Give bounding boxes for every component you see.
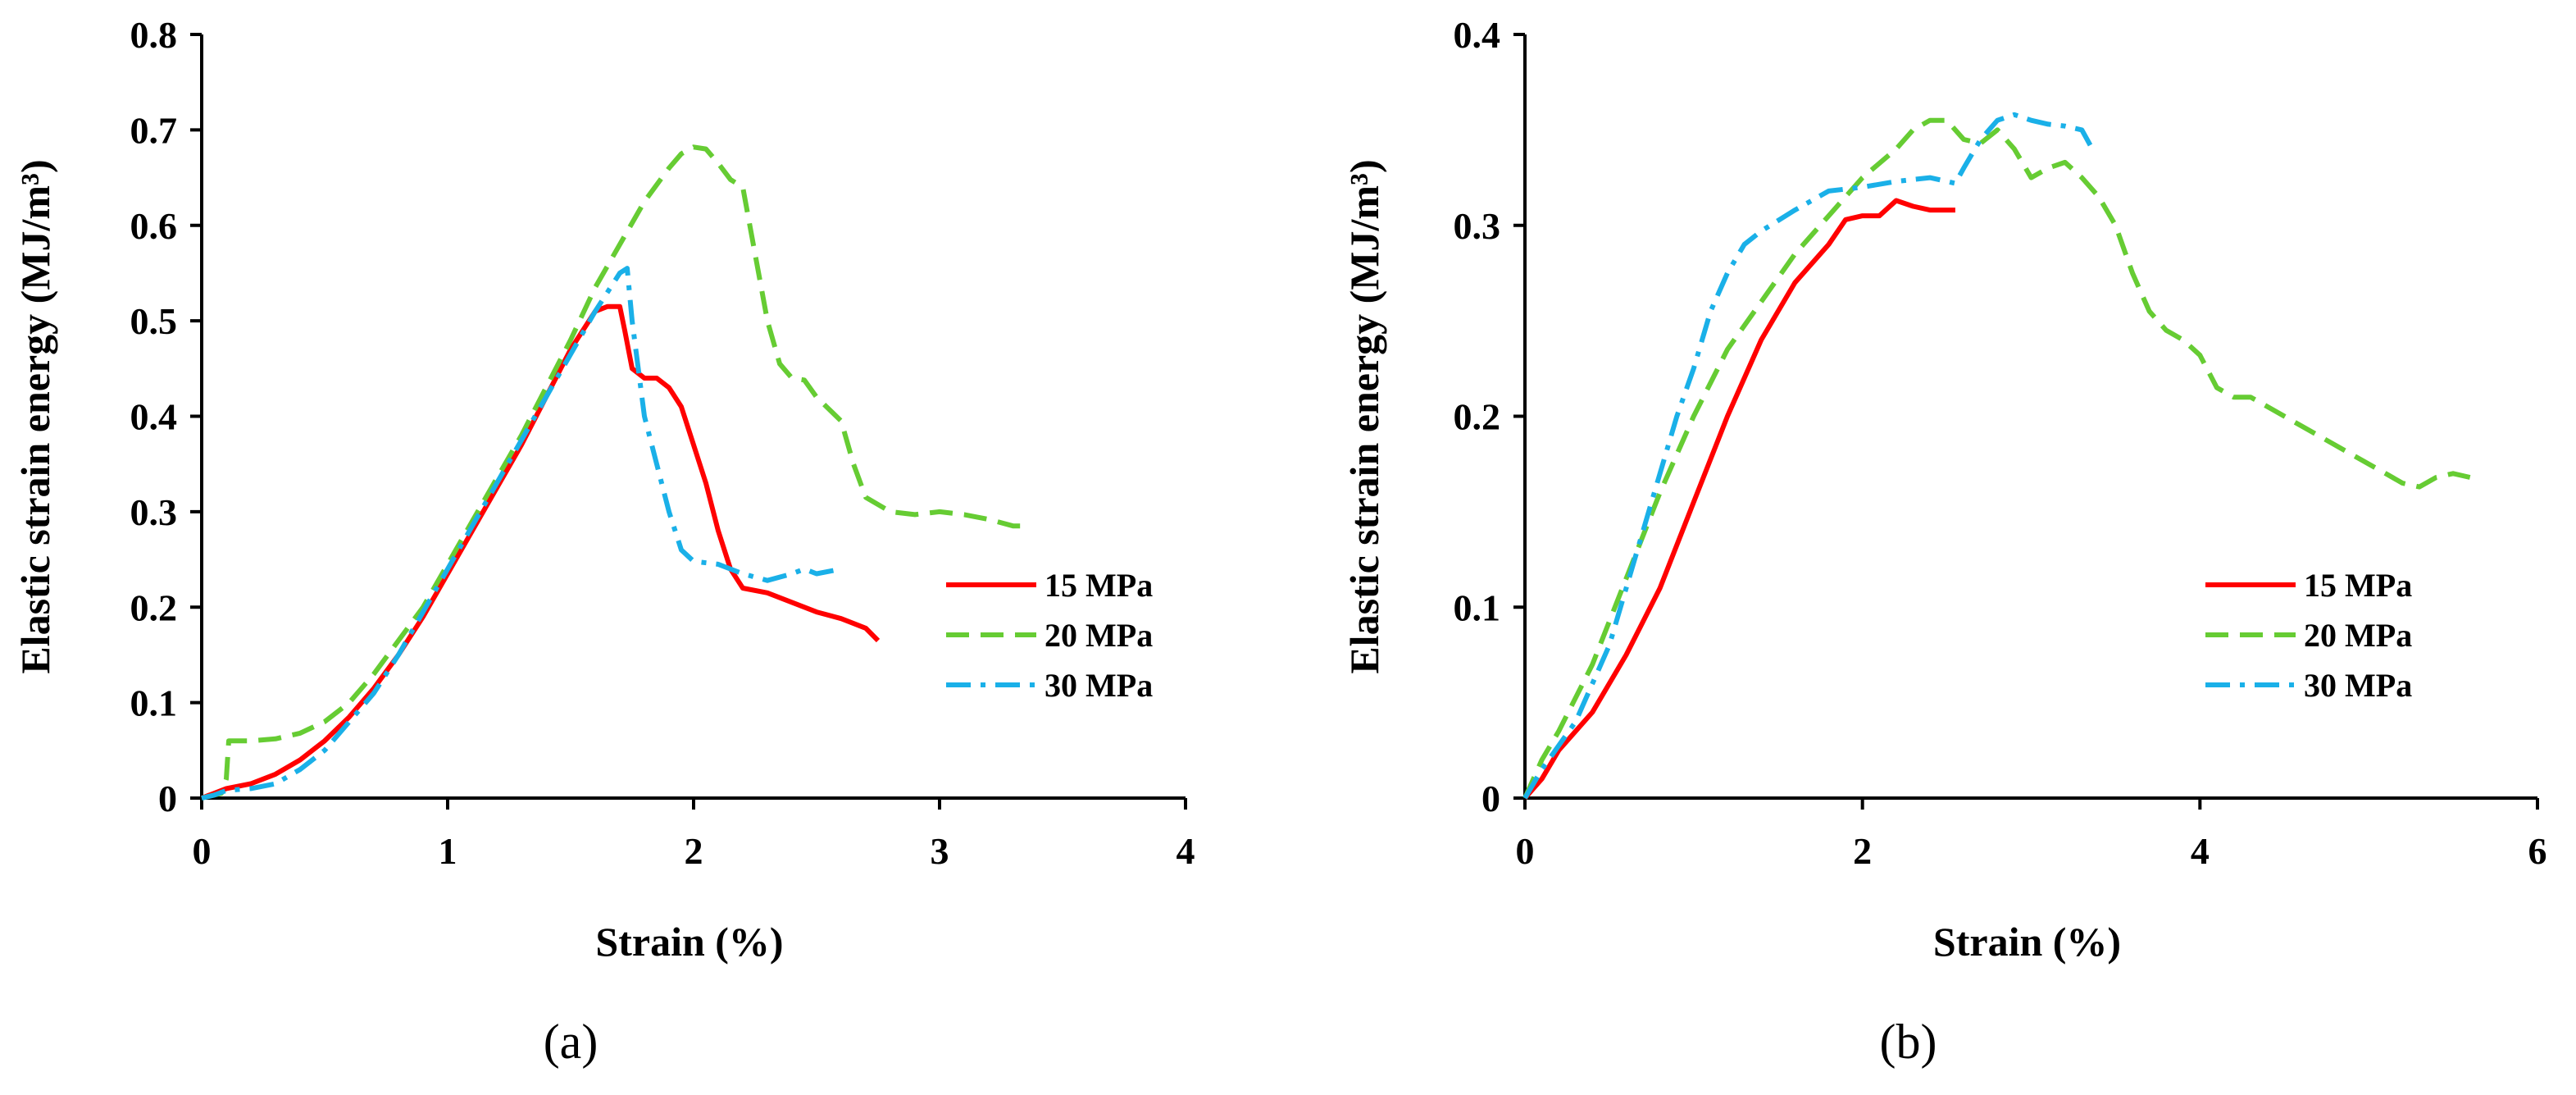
y-tick-label: 0.4	[1454, 14, 1501, 56]
y-tick-label: 0	[1481, 778, 1500, 819]
x-tick-label: 4	[1176, 830, 1195, 872]
y-tick-label: 0.1	[1454, 586, 1501, 628]
legend-label: 15 MPa	[1045, 567, 1153, 604]
panel-label: (b)	[1880, 1015, 1937, 1069]
series-line-30-mpa	[1522, 112, 2093, 800]
x-tick-label: 1	[439, 830, 457, 872]
y-tick-label: 0	[158, 778, 177, 819]
y-axis-title: Elastic strain energy (MJ/m³)	[1341, 159, 1387, 673]
series-line-30-mpa	[201, 266, 842, 801]
legend: 15 MPa 20 MPa 30 MPa	[2205, 567, 2412, 704]
y-tick-label: 0.3	[130, 491, 178, 533]
x-tick-label: 2	[685, 830, 703, 872]
legend-label: 15 MPa	[2304, 567, 2412, 604]
y-tick-label: 0.5	[130, 300, 178, 342]
x-tick-label: 4	[2191, 830, 2210, 872]
legend-label: 20 MPa	[1045, 617, 1153, 654]
legend: 15 MPa 20 MPa 30 MPa	[946, 567, 1153, 704]
y-tick-label: 0.2	[130, 586, 178, 628]
y-tick-label: 0.8	[130, 14, 178, 56]
y-tick-label: 0.6	[130, 205, 178, 247]
y-tick-label: 0.2	[1454, 396, 1501, 438]
y-tick-label: 0.3	[1454, 205, 1501, 247]
chart-panel-b: 0 2 4 6 0 0.1 0.2 0.3 0.4 Strain (%) Elastic strai…	[1341, 14, 2547, 1069]
y-tick-label: 0.4	[130, 396, 178, 438]
x-axis-title: Strain (%)	[1933, 919, 2121, 965]
y-tick-label: 0.7	[130, 109, 178, 151]
x-tick-label: 0	[193, 830, 212, 872]
series-line-20-mpa	[1522, 117, 2471, 800]
x-tick-label: 2	[1853, 830, 1872, 872]
legend-label: 20 MPa	[2304, 617, 2412, 654]
y-axis-title: Elastic strain energy (MJ/m³)	[12, 159, 58, 673]
series-line-15-mpa	[1522, 198, 1955, 800]
x-tick-label: 6	[2528, 830, 2547, 872]
x-tick-label: 0	[1516, 830, 1535, 872]
y-tick-label: 0.1	[130, 682, 178, 724]
chart-panel-a: 0 1 2 3 4 0 0.1 0.2 0.3 0.4 0.5 0.6 0.7 0.8 Strain (%)…	[12, 14, 1195, 1069]
series-line-15-mpa	[200, 303, 881, 801]
series-line-20-mpa	[201, 144, 1026, 801]
legend-label: 30 MPa	[2304, 667, 2412, 704]
x-tick-label: 3	[931, 830, 949, 872]
panel-label: (a)	[544, 1015, 598, 1069]
x-axis-title: Strain (%)	[595, 919, 783, 965]
legend-label: 30 MPa	[1045, 667, 1153, 704]
